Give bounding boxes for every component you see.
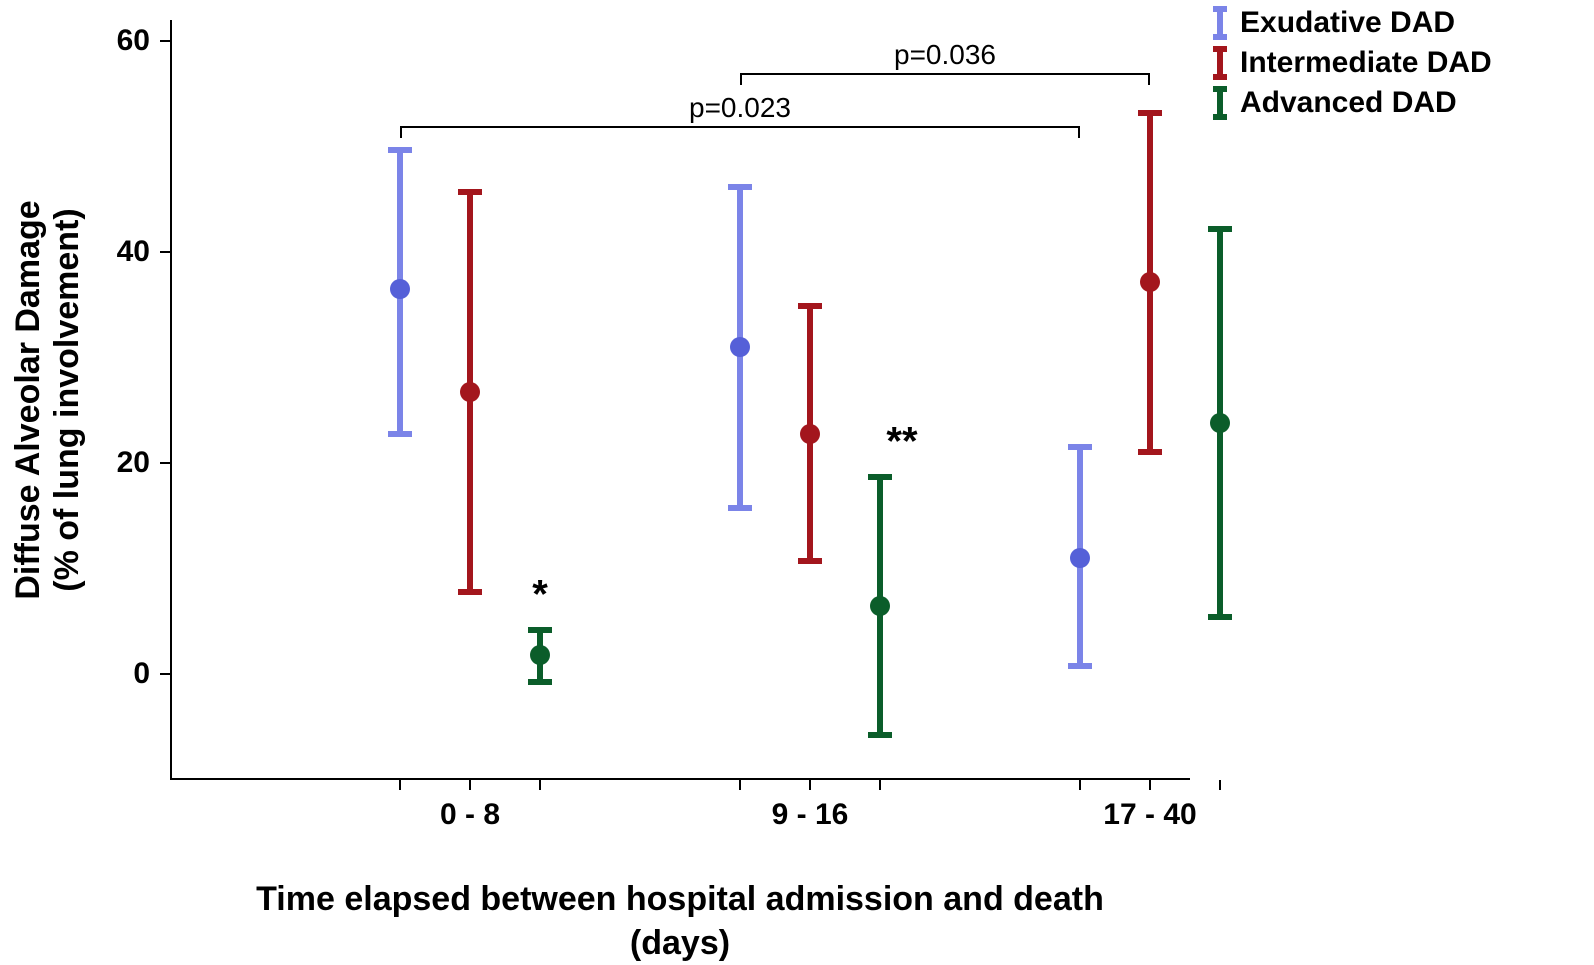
legend-swatch-icon: [1210, 86, 1230, 120]
y-axis-title: Diffuse Alveolar Damage(% of lung involv…: [9, 200, 87, 599]
x-axis-title-sub: (days): [630, 924, 730, 963]
x-axis-title: Time elapsed between hospital admission …: [256, 880, 1104, 919]
x-tick: [1219, 780, 1221, 790]
x-tick-label: 9 - 16: [772, 798, 849, 832]
legend-label: Intermediate DAD: [1240, 46, 1492, 80]
plot-area: [170, 20, 1190, 780]
significance-label: p=0.036: [894, 39, 996, 71]
legend-item-exudative: Exudative DAD: [1210, 6, 1492, 40]
y-tick: [160, 673, 170, 675]
chart-container: 02040600 - 89 - 1617 - 40Diffuse Alveola…: [0, 0, 1594, 965]
legend-label: Advanced DAD: [1240, 86, 1457, 120]
data-point: [390, 279, 410, 299]
x-tick: [1149, 780, 1151, 790]
significance-label: p=0.023: [689, 92, 791, 124]
y-tick: [160, 251, 170, 253]
legend-item-intermediate: Intermediate DAD: [1210, 46, 1492, 80]
x-tick: [1079, 780, 1081, 790]
annotation-star: **: [886, 420, 917, 465]
data-point: [1140, 272, 1160, 292]
x-tick: [539, 780, 541, 790]
legend-swatch-icon: [1210, 6, 1230, 40]
data-point: [1070, 548, 1090, 568]
legend: Exudative DAD Intermediate DAD Advanced DA…: [1210, 6, 1492, 126]
data-point: [460, 382, 480, 402]
data-point: [530, 645, 550, 665]
data-point: [800, 424, 820, 444]
annotation-star: *: [532, 573, 548, 618]
legend-swatch-icon: [1210, 46, 1230, 80]
data-point: [870, 596, 890, 616]
legend-label: Exudative DAD: [1240, 6, 1455, 40]
y-tick-label: 0: [0, 657, 150, 691]
x-tick: [739, 780, 741, 790]
y-tick-label: 60: [0, 24, 150, 58]
x-tick: [809, 780, 811, 790]
data-point: [1210, 413, 1230, 433]
y-tick: [160, 40, 170, 42]
x-tick: [399, 780, 401, 790]
legend-item-advanced: Advanced DAD: [1210, 86, 1492, 120]
y-tick: [160, 462, 170, 464]
x-tick: [879, 780, 881, 790]
x-tick: [469, 780, 471, 790]
data-point: [730, 337, 750, 357]
x-tick-label: 0 - 8: [440, 798, 500, 832]
x-tick-label: 17 - 40: [1103, 798, 1196, 832]
